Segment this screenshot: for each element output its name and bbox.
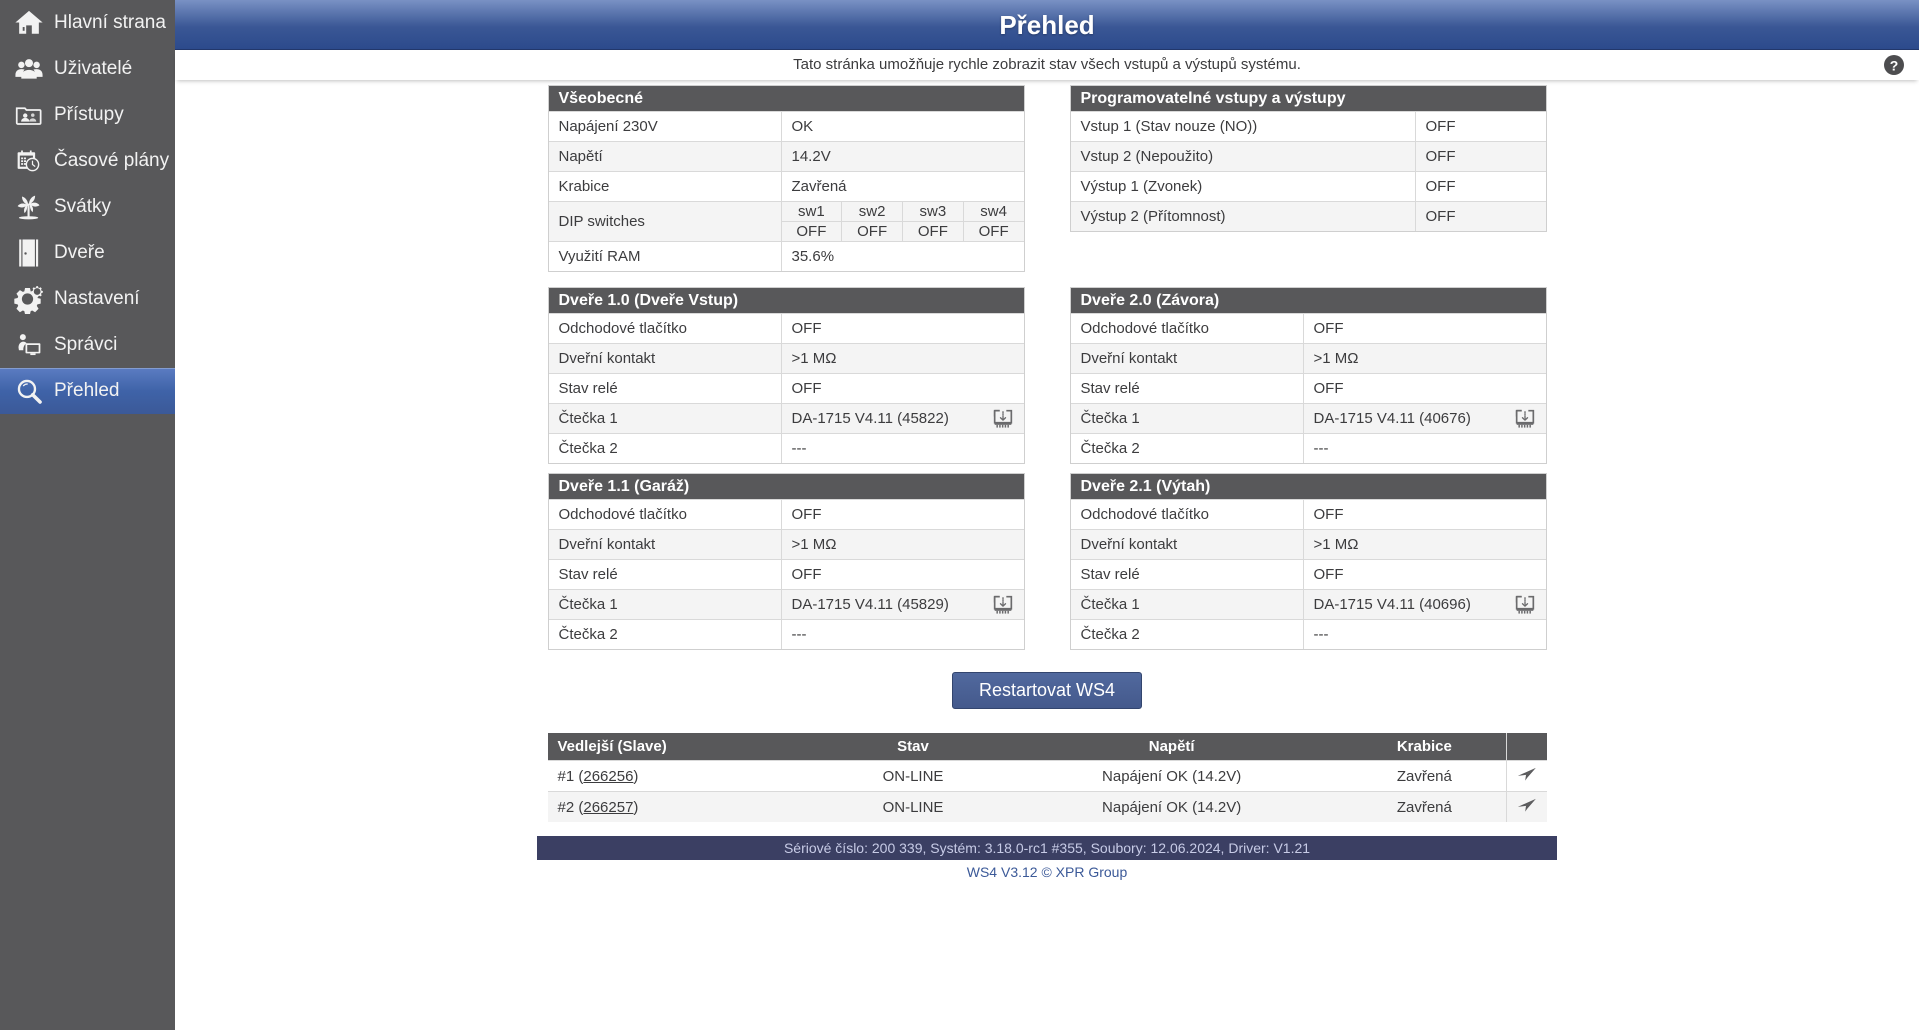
svg-text:?: ? (1890, 58, 1899, 74)
